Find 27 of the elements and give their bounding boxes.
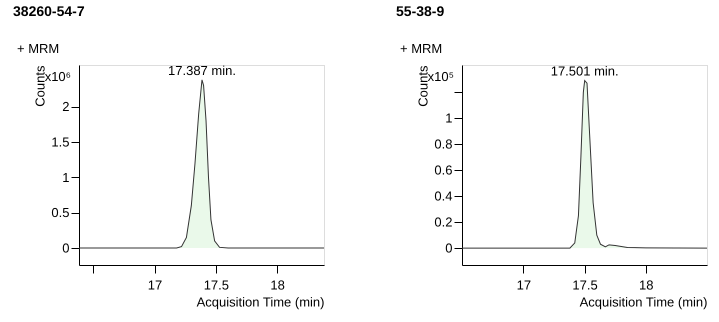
annotation: 17.387 min. xyxy=(168,62,236,78)
y-tick-label: 0.8 xyxy=(434,136,452,152)
x-tick-label: 17 xyxy=(148,278,162,292)
y-tick-label: 0.2 xyxy=(434,214,452,230)
y-tick-label: 0.5 xyxy=(51,205,70,220)
text: + MRM xyxy=(17,41,60,56)
x-tick-label: 17.5 xyxy=(204,278,230,292)
x-tick-label: 18 xyxy=(639,278,654,292)
chart-title: 55-38-9 xyxy=(396,3,444,19)
x-tick-label: 17.5 xyxy=(572,278,598,292)
x-axis-title: Acquisition Time (min) xyxy=(196,294,324,310)
y-tick-label: 0.4 xyxy=(434,188,452,204)
x-tick-label: 17 xyxy=(516,278,532,292)
y-tick-label: 1 xyxy=(445,110,452,126)
y-tick-label: 2 xyxy=(62,99,70,114)
annotation: 17.501 min. xyxy=(550,64,619,79)
y-tick-label: 1.5 xyxy=(51,134,70,150)
chart-title: 38260-54-7 xyxy=(13,3,85,19)
y-tick-label: 0 xyxy=(445,240,452,256)
text: + MRM xyxy=(400,41,442,56)
y-tick-label: 0 xyxy=(62,240,70,256)
x-tick-label: 18 xyxy=(270,278,285,292)
y-tick-label: 0.6 xyxy=(434,162,452,178)
text: x10⁶ xyxy=(44,69,71,84)
x-axis-title: Acquisition Time (min) xyxy=(580,294,708,310)
text: x10⁵ xyxy=(428,69,454,84)
y-tick-label: 1 xyxy=(62,170,70,185)
